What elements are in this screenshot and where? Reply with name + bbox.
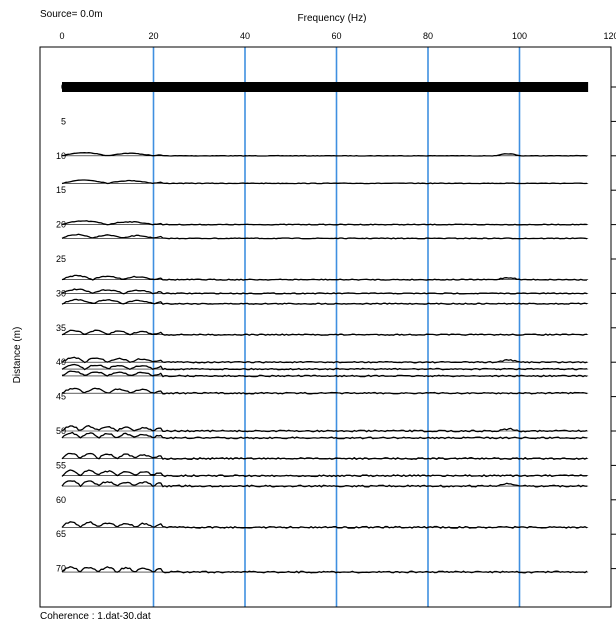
x-tick-label: 20 (148, 31, 158, 41)
x-tick-label: 120 (603, 31, 616, 41)
y-tick-label: 40 (56, 357, 66, 367)
frequency-gridlines (152, 47, 521, 607)
x-tick-label: 40 (240, 31, 250, 41)
x-tick-label: 60 (331, 31, 341, 41)
y-tick-label: 50 (56, 426, 66, 436)
y-tick-label: 55 (56, 460, 66, 470)
y-tick-label: 0 (61, 82, 66, 92)
x-tick-label: 0 (59, 31, 64, 41)
y-tick-label: 25 (56, 254, 66, 264)
y-tick-label: 30 (56, 288, 66, 298)
y-tick-label: 20 (56, 220, 66, 230)
x-tick-label: 100 (512, 31, 527, 41)
source-label: Source= 0.0m (40, 9, 103, 20)
y-tick-label: 5 (61, 116, 66, 126)
y-tick-label: 65 (56, 529, 66, 539)
y-tick-label: 70 (56, 564, 66, 574)
y-tick-label: 60 (56, 495, 66, 505)
y-tick-label: 45 (56, 392, 66, 402)
y-axis-title: Distance (m) (12, 327, 23, 384)
plot-frame (39, 46, 612, 608)
coherence-traces (61, 82, 589, 574)
axis-tick-labels: 0 20 40 60 80 100 120 0 5 10 15 20 25 30 35 40 45 50 55 60 6… (56, 31, 616, 574)
x-tick-label: 80 (423, 31, 433, 41)
trace-58m (61, 480, 588, 488)
footer-label: Coherence : 1.dat-30.dat (40, 611, 151, 621)
y-tick-label: 15 (56, 185, 66, 195)
x-axis-title: Frequency (Hz) (298, 13, 367, 24)
trace-64m (61, 521, 588, 529)
y-tick-label: 10 (56, 151, 66, 161)
y-tick-label: 35 (56, 323, 66, 333)
trace-0m (62, 82, 589, 92)
